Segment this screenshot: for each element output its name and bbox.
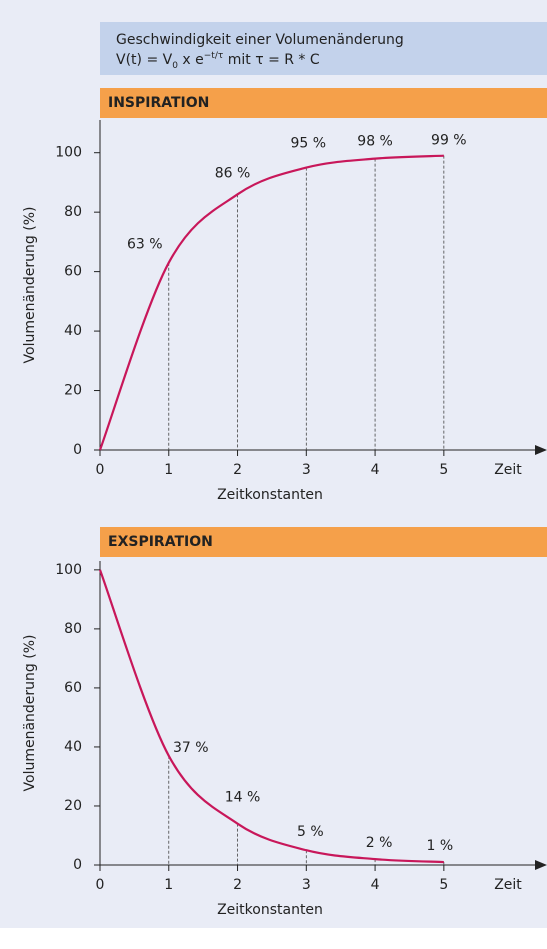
title-bar — [100, 527, 547, 557]
y-axis-label: Volumenänderung (%) — [22, 207, 38, 364]
y-tick-label: 80 — [64, 204, 82, 220]
x-axis-arrow — [535, 860, 547, 870]
y-tick-label: 20 — [64, 798, 82, 814]
formula-part: x e — [178, 52, 204, 68]
x-tick-label: 3 — [302, 877, 311, 893]
x-tick-label: 2 — [233, 462, 242, 478]
curve — [98, 154, 444, 451]
x-tick-label: 5 — [439, 462, 448, 478]
header-box — [100, 22, 547, 75]
value-label: 86 % — [215, 165, 251, 181]
x-axis-arrow — [535, 445, 547, 455]
x-axis-label: Zeitkonstanten — [217, 487, 323, 503]
formula-part: mit τ = R * C — [223, 52, 320, 68]
y-tick-label: 60 — [64, 680, 82, 696]
formula-part: V(t) = V — [116, 52, 173, 68]
x-tick-label: 1 — [164, 877, 173, 893]
curve — [98, 569, 444, 864]
x-tick-label: 1 — [164, 462, 173, 478]
y-tick-label: 100 — [55, 562, 82, 578]
x-tick-label: 4 — [371, 877, 380, 893]
y-axis-label: Volumenänderung (%) — [22, 635, 38, 792]
panel-background — [0, 0, 547, 928]
value-label: 63 % — [127, 237, 163, 253]
x-tick-label: 4 — [371, 462, 380, 478]
y-tick-label: 40 — [64, 739, 82, 755]
header-formula: V(t) = V0 x e−t/τ mit τ = R * C — [116, 51, 320, 71]
value-label: 95 % — [291, 136, 327, 152]
x-tick-label: 3 — [302, 462, 311, 478]
chart-title: EXSPIRATION — [108, 534, 213, 550]
value-label: 98 % — [357, 134, 393, 150]
y-tick-label: 80 — [64, 621, 82, 637]
axis-end-label: Zeit — [494, 462, 522, 478]
x-tick-label: 5 — [439, 877, 448, 893]
x-axis-label: Zeitkonstanten — [217, 902, 323, 918]
axis-end-label: Zeit — [494, 877, 522, 893]
y-tick-label: 100 — [55, 145, 82, 161]
x-tick-label: 0 — [96, 877, 105, 893]
header: Geschwindigkeit einer Volumenänderung V(… — [116, 32, 404, 71]
value-label: 99 % — [431, 133, 467, 149]
y-tick-label: 0 — [73, 442, 82, 458]
header-title: Geschwindigkeit einer Volumenänderung — [116, 32, 404, 48]
formula-sup: −t/τ — [204, 51, 224, 61]
value-label: 5 % — [297, 824, 324, 840]
value-label: 2 % — [366, 835, 393, 851]
x-tick-label: 2 — [233, 877, 242, 893]
title-bar — [100, 88, 547, 118]
x-tick-label: 0 — [96, 462, 105, 478]
chart-title: INSPIRATION — [108, 95, 209, 111]
value-label: 14 % — [225, 790, 261, 806]
value-label: 1 % — [427, 838, 454, 854]
y-tick-label: 20 — [64, 383, 82, 399]
y-tick-label: 60 — [64, 264, 82, 280]
value-label: 37 % — [173, 740, 209, 756]
formula-sub: 0 — [172, 61, 178, 71]
y-tick-label: 40 — [64, 323, 82, 339]
y-tick-label: 0 — [73, 857, 82, 873]
